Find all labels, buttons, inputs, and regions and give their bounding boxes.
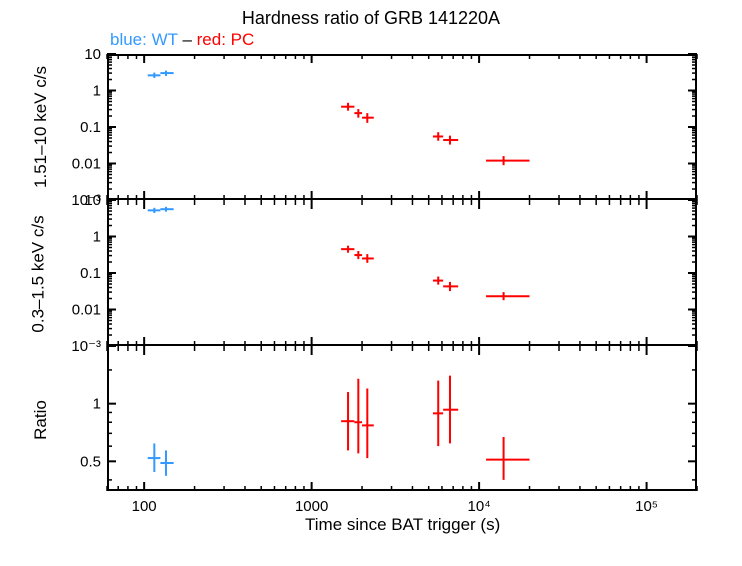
svg-text:0.1: 0.1 [80,119,101,136]
svg-text:0.5: 0.5 [80,453,101,470]
svg-text:10⁴: 10⁴ [468,498,491,515]
svg-text:10: 10 [84,192,101,209]
svg-text:10: 10 [84,46,101,63]
chart-svg: 10⁻³0.010.111010⁻³0.010.1110100100010⁴10… [0,0,742,566]
svg-text:0.1: 0.1 [80,265,101,282]
svg-text:10⁻³: 10⁻³ [71,338,101,355]
svg-text:1000: 1000 [295,498,328,515]
svg-text:1: 1 [93,229,101,246]
svg-text:1: 1 [93,83,101,100]
svg-text:1: 1 [93,396,101,413]
svg-text:100: 100 [132,498,157,515]
svg-text:0.01: 0.01 [72,156,101,173]
svg-text:10⁵: 10⁵ [635,498,658,515]
hardness-ratio-chart: Hardness ratio of GRB 141220A blue: WT –… [0,0,742,566]
svg-text:0.01: 0.01 [72,302,101,319]
